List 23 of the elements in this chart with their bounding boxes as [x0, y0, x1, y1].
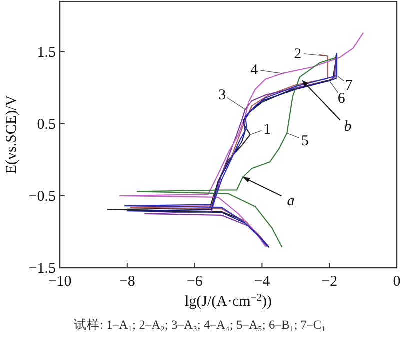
- y-axis-title: E(vs.SCE)/V: [4, 95, 20, 174]
- series-label: 6: [338, 90, 346, 107]
- y-tick-label: −0.5: [28, 189, 56, 205]
- x-tick-label: −6: [186, 274, 204, 290]
- series-label: 1: [264, 122, 272, 138]
- series-label: 4: [250, 62, 259, 79]
- x-tick-label: −8: [119, 274, 136, 290]
- series-label: 2: [294, 46, 302, 62]
- x-tick-label: −2: [322, 274, 338, 290]
- annotation: b: [344, 119, 352, 136]
- series-label: 5: [301, 133, 309, 150]
- series-label: 3: [218, 88, 226, 104]
- x-tick-label: −4: [254, 274, 271, 290]
- line-series: [119, 32, 364, 247]
- y-tick-label: 0.5: [37, 117, 56, 133]
- x-tick-label: −10: [48, 274, 72, 290]
- y-tick-label: −1.5: [28, 261, 56, 277]
- series-label: 7: [345, 78, 354, 94]
- text: 试样: 1–A₁; 2–A₂; 3–A₃; 4–A₄; 5–A₅; 6–B₁; 7–C₁: [74, 318, 326, 332]
- annotation: a: [287, 193, 295, 210]
- x-tick-label: 0: [393, 274, 400, 290]
- y-tick-label: 1.5: [37, 45, 56, 61]
- x-axis-title: lg(J/(A·cm$^{−2}$)): [185, 292, 272, 310]
